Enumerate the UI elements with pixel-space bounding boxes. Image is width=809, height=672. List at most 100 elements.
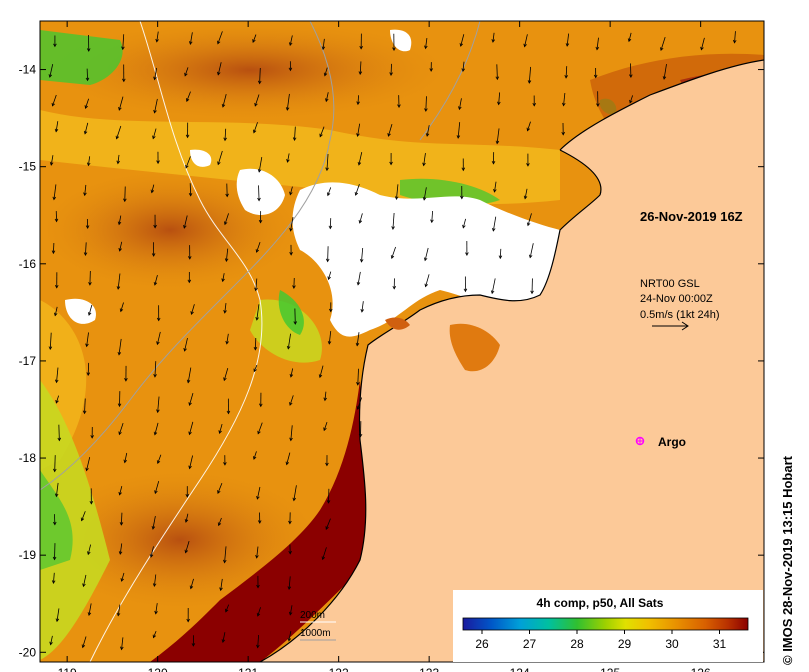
current-vector-arrow-icon xyxy=(156,331,161,346)
current-vector-arrow-icon xyxy=(358,61,363,76)
current-vector-arrow-icon xyxy=(184,67,189,77)
current-vector-arrow-icon xyxy=(57,424,62,442)
cloud-region xyxy=(390,29,412,52)
colorbar-gradient xyxy=(462,617,749,631)
current-vector-arrow-icon xyxy=(89,488,94,505)
current-vector-arrow-icon xyxy=(49,635,53,646)
lon-tick-label: 121 xyxy=(238,666,258,672)
lon-tick-label: 125 xyxy=(600,666,620,672)
current-vector-arrow-icon xyxy=(255,546,259,559)
current-vector-arrow-icon xyxy=(223,455,227,466)
contour-legend-1000m-label: 1000m xyxy=(300,628,331,639)
current-vector-arrow-icon xyxy=(85,332,89,348)
current-vector-arrow-icon xyxy=(561,122,565,136)
current-vector-arrow-icon xyxy=(562,92,566,107)
current-vector-arrow-icon xyxy=(389,63,393,76)
current-vector-arrow-icon xyxy=(186,608,190,623)
current-vector-arrow-icon xyxy=(117,338,122,356)
current-vector-arrow-icon xyxy=(83,242,88,256)
lat-tick-label: -14 xyxy=(19,63,37,77)
current-vector-arrow-icon xyxy=(458,98,462,111)
colorbar-tick-label: 30 xyxy=(665,637,679,651)
map-plot-area xyxy=(40,21,764,662)
current-vector-arrow-icon xyxy=(595,37,600,51)
sst-estuary xyxy=(449,323,500,372)
current-vector-arrow-icon xyxy=(287,576,292,591)
current-vector-arrow-icon xyxy=(90,427,94,439)
current-vector-arrow-icon xyxy=(424,274,430,288)
current-vector-arrow-icon xyxy=(185,486,190,498)
current-vector-arrow-icon xyxy=(360,301,364,313)
current-vector-arrow-icon xyxy=(493,181,497,193)
current-vector-arrow-icon xyxy=(154,603,158,615)
contour-1000m xyxy=(40,21,335,491)
current-vector-arrow-icon xyxy=(54,211,59,223)
current-vector-arrow-icon xyxy=(224,248,229,263)
current-vector-arrow-icon xyxy=(187,245,192,260)
current-vector-arrow-icon xyxy=(222,546,227,564)
current-vector-arrow-icon xyxy=(51,94,57,107)
lat-tick-label: -16 xyxy=(19,257,37,271)
current-vector-arrow-icon xyxy=(358,421,363,438)
current-vector-arrow-icon xyxy=(491,216,497,232)
current-vector-arrow-icon xyxy=(526,213,532,227)
current-vector-arrow-icon xyxy=(183,215,188,229)
imos-credit: © IMOS 28-Nov-2019 13:15 Hobart xyxy=(780,456,795,665)
current-vector-arrow-icon xyxy=(498,248,503,260)
current-vector-arrow-icon xyxy=(423,247,429,262)
current-vector-arrow-icon xyxy=(287,630,292,642)
current-vector-arrow-icon xyxy=(325,246,330,263)
current-vector-arrow-icon xyxy=(662,63,667,80)
current-vector-arrow-icon xyxy=(285,452,291,466)
current-vector-arrow-icon xyxy=(256,635,260,649)
current-vector-arrow-icon xyxy=(596,91,600,107)
current-vector-arrow-icon xyxy=(153,214,157,229)
current-vector-arrow-icon xyxy=(532,95,537,107)
current-vector-arrow-icon xyxy=(85,457,91,472)
current-vector-arrow-icon xyxy=(53,306,58,317)
current-vector-arrow-icon xyxy=(188,183,193,197)
current-vector-arrow-icon xyxy=(288,61,293,72)
current-legend-arrow-icon xyxy=(652,321,689,331)
current-vector-arrow-icon xyxy=(660,37,666,52)
current-vector-arrow-icon xyxy=(523,188,528,200)
current-vector-arrow-icon xyxy=(323,421,328,432)
sst-estuary xyxy=(385,317,410,330)
colorbar: 4h comp, p50, All Sats 26 27 28 29 30 31 xyxy=(453,590,763,662)
current-vector-arrow-icon xyxy=(429,62,433,72)
current-vector-arrow-icon xyxy=(359,247,364,263)
contour-1000m xyxy=(419,21,481,141)
current-vector-arrow-icon xyxy=(188,421,194,436)
current-vector-arrow-icon xyxy=(328,302,333,313)
current-vector-arrow-icon xyxy=(86,35,91,52)
current-vector-arrow-icon xyxy=(187,271,192,284)
current-vector-arrow-icon xyxy=(82,574,87,588)
map-timestamp-title: 26-Nov-2019 16Z xyxy=(640,209,743,224)
current-vector-arrow-icon xyxy=(252,34,257,43)
current-vector-arrow-icon xyxy=(152,574,157,587)
current-vector-arrow-icon xyxy=(55,608,60,623)
current-vector-arrow-icon xyxy=(54,367,59,384)
current-vector-arrow-icon xyxy=(425,125,430,137)
current-vector-arrow-icon xyxy=(52,543,57,561)
current-vector-arrow-icon xyxy=(390,246,396,259)
current-vector-arrow-icon xyxy=(527,66,532,84)
current-vector-arrow-icon xyxy=(288,544,292,555)
current-vector-arrow-icon xyxy=(153,422,159,436)
current-vector-arrow-icon xyxy=(254,278,258,292)
current-vector-arrow-icon xyxy=(191,635,196,647)
current-vector-arrow-icon xyxy=(183,337,188,352)
current-vector-arrow-icon xyxy=(526,121,531,132)
current-vector-arrow-icon xyxy=(424,38,428,50)
cloud-region xyxy=(190,149,212,167)
current-vector-arrow-icon xyxy=(565,33,570,47)
current-vector-arrow-icon xyxy=(461,61,466,73)
current-vector-arrow-icon xyxy=(51,242,56,255)
current-vector-arrow-icon xyxy=(491,152,496,165)
current-vector-arrow-icon xyxy=(121,34,125,51)
coastline xyxy=(259,439,367,662)
current-vector-arrow-icon xyxy=(430,210,434,224)
current-vector-arrow-icon xyxy=(629,63,633,79)
current-vector-arrow-icon xyxy=(288,35,293,47)
